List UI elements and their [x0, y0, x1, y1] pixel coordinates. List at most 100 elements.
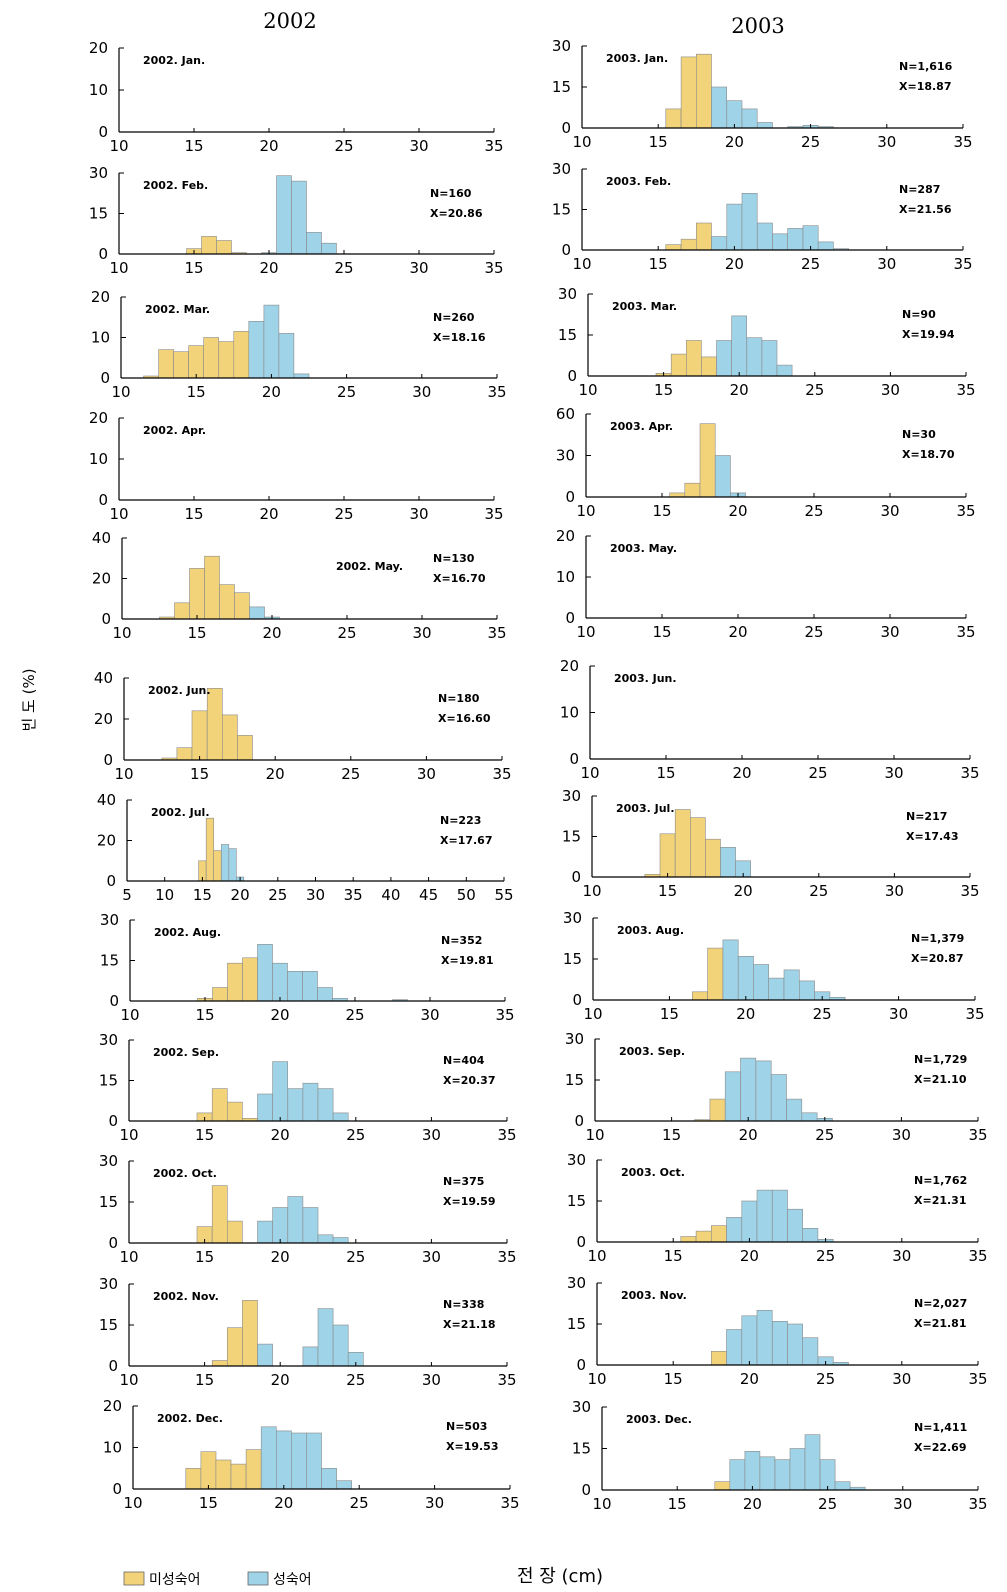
x-tick-label: 30	[884, 764, 903, 782]
bar	[756, 222, 773, 251]
x-tick-label: 10	[572, 255, 591, 273]
x-tick-label: 20	[270, 1006, 289, 1024]
x-tick-label: 15	[187, 383, 206, 401]
y-tick-label: 0	[98, 491, 108, 509]
x-tick-label: 30	[881, 381, 900, 399]
x-tick-label: 30	[417, 765, 436, 783]
x-tick-label: 25	[334, 505, 353, 523]
x-tick-label: 10	[576, 502, 595, 520]
y-tick-label: 0	[103, 751, 113, 769]
panel: 0 15 30 10 15 20 25 30 35 2003. Oct. N=1,762 X=21.3…	[567, 1151, 988, 1265]
sample-size: N=287	[899, 183, 940, 196]
panel-title: 2002. Nov.	[153, 1290, 219, 1303]
bar	[257, 1093, 273, 1122]
bar	[685, 340, 702, 377]
x-tick-label: 15	[658, 882, 677, 900]
legend-label-mature: 성숙어	[273, 1572, 312, 1588]
bar	[317, 1308, 334, 1367]
y-tick-label: 15	[99, 1316, 118, 1334]
x-tick-label: 10	[572, 133, 591, 151]
x-tick-label: 10	[119, 1126, 138, 1144]
x-tick-label: 35	[492, 765, 511, 783]
bar	[219, 584, 235, 620]
sample-size: N=375	[443, 1175, 484, 1188]
bar	[200, 1451, 217, 1490]
panel-title: 2002. Aug.	[154, 926, 221, 939]
x-tick-label: 35	[495, 1006, 514, 1024]
bar	[242, 957, 258, 1002]
sample-size: N=160	[430, 187, 472, 200]
bar	[205, 817, 214, 882]
x-tick-label: 35	[500, 1494, 519, 1512]
x-tick-label: 20	[231, 886, 250, 904]
bar	[336, 1480, 353, 1490]
bar	[707, 947, 724, 1001]
panel-title: 2003. Nov.	[621, 1289, 687, 1302]
bar	[710, 1225, 727, 1243]
x-tick-label: 25	[813, 1005, 832, 1023]
bar	[755, 1060, 772, 1122]
bar	[302, 1082, 319, 1122]
panel-title: 2002. Mar.	[145, 303, 210, 316]
mean-length: X=21.81	[914, 1317, 967, 1330]
y-tick-label: 15	[89, 205, 108, 223]
bar	[689, 817, 706, 878]
y-tick-label: 30	[565, 1030, 584, 1048]
bar	[729, 1459, 746, 1491]
bar	[221, 844, 230, 882]
x-tick-label: 20	[266, 765, 285, 783]
x-tick-label: 35	[965, 1005, 984, 1023]
panel-title: 2003. Jun.	[614, 672, 677, 685]
y-tick-label: 30	[567, 1274, 586, 1292]
bar	[798, 980, 815, 1001]
x-tick-label: 20	[271, 1126, 290, 1144]
y-tick-label: 40	[94, 669, 113, 687]
bar	[201, 236, 217, 255]
bar	[817, 241, 834, 251]
x-tick-label: 10	[109, 505, 128, 523]
x-tick-label: 10	[120, 1006, 139, 1024]
bar	[740, 1057, 757, 1122]
x-tick-label: 35	[484, 137, 503, 155]
y-tick-label: 15	[99, 1072, 118, 1090]
bar	[759, 1456, 776, 1491]
y-tick-label: 0	[567, 367, 577, 385]
bar	[291, 180, 307, 255]
y-tick-label: 20	[94, 710, 113, 728]
x-tick-label: 35	[484, 505, 503, 523]
y-tick-label: 0	[572, 991, 582, 1009]
x-tick-label: 20	[740, 1370, 759, 1388]
bar	[699, 423, 716, 498]
x-tick-label: 20	[740, 1247, 759, 1265]
bar	[317, 1234, 334, 1244]
x-tick-label: 30	[877, 255, 896, 273]
x-tick-label: 15	[649, 255, 668, 273]
x-tick-label: 30	[892, 1370, 911, 1388]
bar	[714, 455, 731, 498]
sample-size: N=503	[446, 1420, 487, 1433]
bar	[158, 349, 174, 379]
bar	[276, 175, 292, 255]
x-tick-label: 20	[728, 502, 747, 520]
y-tick-label: 15	[563, 950, 582, 968]
sample-size: N=260	[433, 311, 475, 324]
x-tick-label: 30	[306, 886, 325, 904]
bar	[665, 244, 682, 251]
bar	[741, 1200, 758, 1243]
y-tick-label: 0	[569, 750, 579, 768]
bar	[819, 1459, 836, 1491]
x-tick-label: 20	[739, 1126, 758, 1144]
x-tick-label: 35	[484, 259, 503, 277]
bar	[213, 850, 222, 882]
x-tick-label: 30	[412, 624, 431, 642]
bar	[302, 970, 318, 1002]
mean-length: X=19.53	[446, 1440, 499, 1453]
x-tick-label: 10	[587, 1370, 606, 1388]
x-tick-label: 15	[184, 137, 203, 155]
y-tick-label: 15	[99, 1193, 118, 1211]
x-tick-label: 20	[725, 133, 744, 151]
y-tick-label: 10	[560, 704, 579, 722]
panel-title: 2003. Apr.	[610, 420, 673, 433]
sample-size: N=1,729	[914, 1053, 967, 1066]
